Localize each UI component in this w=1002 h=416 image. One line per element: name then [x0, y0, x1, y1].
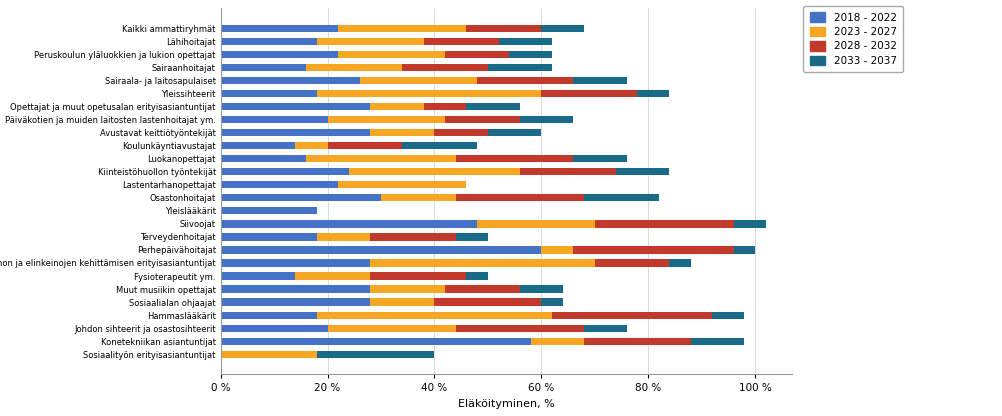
Bar [487, 64, 551, 71]
Bar [445, 51, 509, 58]
Bar [317, 90, 541, 97]
Bar [530, 337, 583, 345]
Bar [296, 272, 370, 280]
Bar [220, 103, 370, 110]
Bar [296, 142, 328, 149]
Bar [370, 272, 466, 280]
Bar [711, 312, 743, 319]
Bar [434, 129, 487, 136]
Bar [509, 51, 551, 58]
Bar [445, 116, 519, 123]
Bar [220, 25, 338, 32]
Bar [668, 260, 690, 267]
Bar [220, 38, 317, 45]
Bar [573, 246, 732, 254]
Bar [594, 260, 668, 267]
Bar [732, 220, 765, 228]
X-axis label: Eläköityminen, %: Eläköityminen, % [458, 399, 554, 409]
Bar [402, 142, 477, 149]
Bar [498, 38, 551, 45]
Bar [455, 324, 583, 332]
Bar [551, 312, 711, 319]
Bar [220, 194, 381, 201]
Bar [732, 246, 755, 254]
Bar [220, 220, 477, 228]
Bar [445, 285, 519, 292]
Bar [220, 142, 296, 149]
Legend: 2018 - 2022, 2023 - 2027, 2028 - 2032, 2033 - 2037: 2018 - 2022, 2023 - 2027, 2028 - 2032, 2… [803, 6, 902, 72]
Bar [381, 194, 455, 201]
Bar [220, 351, 317, 358]
Bar [220, 324, 328, 332]
Bar [220, 77, 360, 84]
Bar [220, 155, 306, 162]
Bar [583, 337, 690, 345]
Bar [220, 337, 530, 345]
Bar [455, 194, 583, 201]
Bar [317, 233, 370, 240]
Bar [519, 116, 573, 123]
Bar [220, 285, 370, 292]
Bar [370, 299, 434, 306]
Bar [317, 312, 551, 319]
Bar [434, 299, 541, 306]
Bar [615, 168, 668, 176]
Bar [220, 129, 370, 136]
Bar [423, 38, 498, 45]
Bar [220, 233, 317, 240]
Bar [466, 103, 519, 110]
Bar [455, 233, 487, 240]
Bar [573, 77, 626, 84]
Bar [220, 312, 317, 319]
Bar [370, 103, 423, 110]
Bar [220, 116, 328, 123]
Bar [220, 168, 349, 176]
Bar [519, 168, 615, 176]
Bar [220, 64, 306, 71]
Bar [328, 142, 402, 149]
Bar [349, 168, 519, 176]
Bar [338, 51, 445, 58]
Bar [402, 64, 487, 71]
Bar [541, 90, 637, 97]
Bar [328, 116, 445, 123]
Bar [583, 324, 626, 332]
Bar [338, 25, 466, 32]
Bar [220, 90, 317, 97]
Bar [220, 51, 338, 58]
Bar [220, 246, 541, 254]
Bar [487, 129, 541, 136]
Bar [220, 260, 370, 267]
Bar [220, 207, 317, 215]
Bar [690, 337, 743, 345]
Bar [573, 155, 626, 162]
Bar [477, 220, 594, 228]
Bar [370, 129, 434, 136]
Bar [306, 64, 402, 71]
Bar [541, 246, 573, 254]
Bar [583, 194, 658, 201]
Bar [360, 77, 477, 84]
Bar [541, 299, 562, 306]
Bar [220, 181, 338, 188]
Bar [220, 299, 370, 306]
Bar [338, 181, 466, 188]
Bar [317, 38, 423, 45]
Bar [370, 260, 594, 267]
Bar [306, 155, 455, 162]
Bar [637, 90, 668, 97]
Bar [328, 324, 455, 332]
Bar [317, 351, 434, 358]
Bar [477, 77, 573, 84]
Bar [594, 220, 732, 228]
Bar [370, 233, 455, 240]
Bar [466, 272, 487, 280]
Bar [541, 25, 583, 32]
Bar [220, 272, 296, 280]
Bar [519, 285, 562, 292]
Bar [423, 103, 466, 110]
Bar [466, 25, 541, 32]
Bar [455, 155, 573, 162]
Bar [370, 285, 445, 292]
